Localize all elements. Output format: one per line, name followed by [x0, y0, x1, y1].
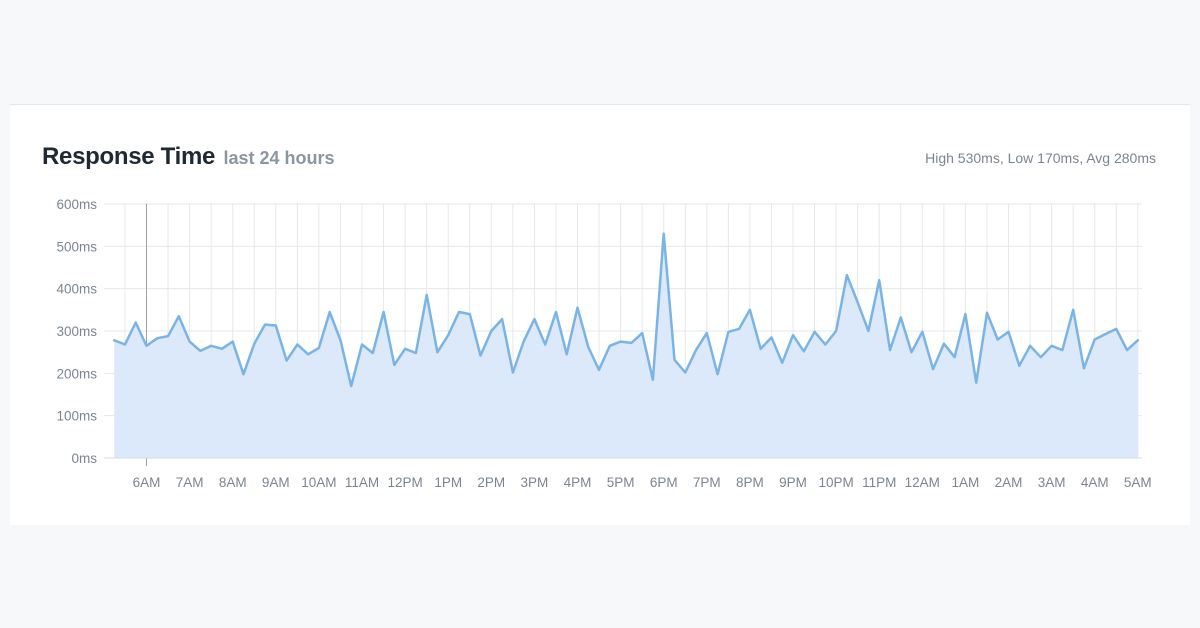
x-tick-label: 7AM — [176, 475, 204, 490]
x-tick-label: 11AM — [345, 475, 379, 490]
x-tick-label: 4AM — [1081, 475, 1109, 490]
y-tick-label: 100ms — [56, 409, 97, 424]
x-tick-label: 10AM — [301, 475, 336, 490]
y-tick-label: 600ms — [56, 197, 97, 212]
x-tick-label: 10PM — [818, 475, 853, 490]
x-tick-label: 1PM — [434, 475, 462, 490]
x-tick-label: 8PM — [736, 475, 764, 490]
x-tick-label: 3PM — [521, 475, 549, 490]
x-tick-label: 12AM — [905, 475, 940, 490]
series-line — [112, 232, 1140, 388]
x-tick-label: 11PM — [862, 475, 896, 490]
chart-subtitle: last 24 hours — [223, 148, 335, 168]
x-tick-label: 5AM — [1124, 475, 1152, 490]
x-tick-label: 2PM — [477, 475, 505, 490]
chart-title: Response Time — [42, 143, 216, 170]
x-tick-label: 4PM — [564, 475, 592, 490]
x-tick-label: 6AM — [133, 475, 161, 490]
x-tick-label: 12PM — [387, 475, 422, 490]
x-tick-label: 6PM — [650, 475, 678, 490]
x-tick-label: 5PM — [607, 475, 635, 490]
x-tick-label: 3AM — [1038, 475, 1066, 490]
y-tick-label: 0ms — [71, 451, 97, 466]
chart-header: Response Time last 24 hours — [42, 143, 335, 171]
series-area — [114, 233, 1138, 458]
chart-stats: High 530ms, Low 170ms, Avg 280ms — [925, 150, 1156, 166]
x-tick-label: 2AM — [995, 475, 1023, 490]
y-tick-label: 400ms — [56, 282, 97, 297]
x-tick-label: 8AM — [219, 475, 247, 490]
y-tick-label: 500ms — [56, 239, 97, 254]
x-tick-label: 9PM — [779, 475, 807, 490]
x-tick-label: 7PM — [693, 475, 721, 490]
y-tick-label: 200ms — [56, 366, 97, 381]
x-tick-label: 1AM — [952, 475, 980, 490]
y-tick-label: 300ms — [56, 324, 97, 339]
x-tick-label: 9AM — [262, 475, 290, 490]
